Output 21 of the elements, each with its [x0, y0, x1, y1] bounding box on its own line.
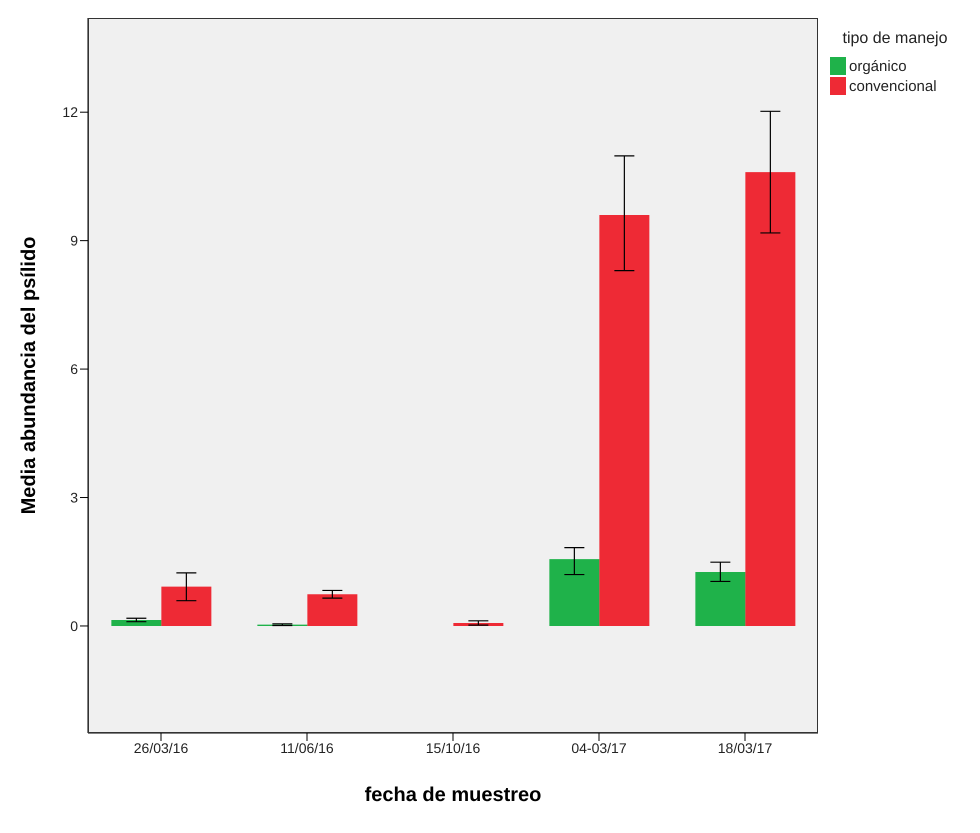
bar	[599, 214, 650, 626]
y-axis-title: Media abundancia del psílido	[18, 236, 40, 514]
y-tick-label: 3	[70, 489, 78, 506]
y-tick-label: 9	[70, 232, 78, 249]
x-tick-label: 18/03/17	[718, 740, 772, 756]
x-tick-label: 04-03/17	[571, 740, 627, 756]
y-tick-label: 0	[70, 618, 78, 634]
bar	[161, 586, 212, 626]
bar	[745, 172, 796, 626]
legend-label: orgánico	[849, 58, 907, 74]
legend-title: tipo de manejo	[842, 30, 948, 48]
bar	[695, 572, 746, 626]
x-tick-label: 11/06/16	[280, 740, 334, 756]
x-tick-label: 15/10/16	[426, 740, 480, 756]
y-tick-label: 12	[62, 104, 78, 120]
y-tick-label: 6	[70, 361, 78, 378]
bar	[549, 559, 600, 626]
bar	[307, 594, 358, 626]
x-tick-label: 26/03/16	[134, 740, 188, 756]
legend-label: convencional	[849, 78, 937, 94]
x-axis-title: fecha de muestreo	[364, 784, 542, 806]
